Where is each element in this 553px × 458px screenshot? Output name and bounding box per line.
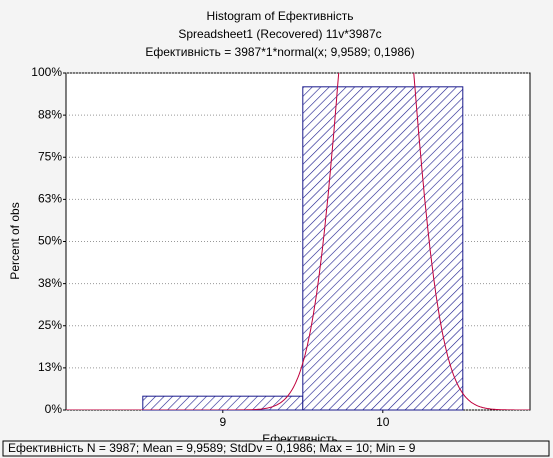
fit-formula: Ефективність = 3987*1*normal(x; 9,9589; … xyxy=(145,45,414,59)
y-tick-label: 88% xyxy=(38,107,62,121)
y-tick-label: 38% xyxy=(38,276,62,290)
y-tick-label: 0% xyxy=(45,402,63,416)
bar xyxy=(302,86,464,411)
y-tick-label: 25% xyxy=(38,318,62,332)
y-tick-label: 75% xyxy=(38,149,62,163)
chart-title: Histogram of Ефективність xyxy=(207,9,354,23)
normal-fit xyxy=(66,73,530,410)
summary-box xyxy=(2,440,550,457)
y-axis-label: Percent of obs xyxy=(8,202,22,279)
x-tick-label: 9 xyxy=(219,415,226,429)
x-tick-label: 10 xyxy=(376,415,390,429)
summary: Ефективність N = 3987; Mean = 9,9589; St… xyxy=(8,441,416,455)
y-tick-label: 50% xyxy=(38,234,62,248)
y-tick-label: 100% xyxy=(31,65,62,79)
y-tick-label: 63% xyxy=(38,192,62,206)
fit-group xyxy=(66,73,530,410)
chart-subtitle: Spreadsheet1 (Recovered) 11v*3987c xyxy=(178,27,381,41)
bar xyxy=(142,395,304,411)
y-tick-label: 13% xyxy=(38,360,62,374)
